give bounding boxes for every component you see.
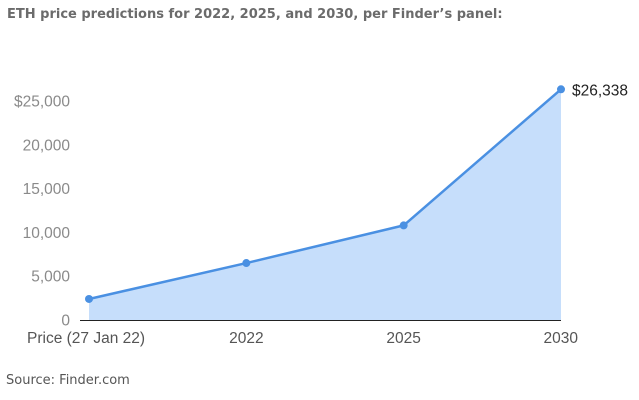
x-category-label: 2025 — [386, 330, 420, 347]
page-title: ETH price predictions for 2022, 2025, an… — [7, 7, 503, 22]
chart-points-group — [85, 85, 565, 303]
y-tick-label: 15,000 — [23, 181, 71, 198]
y-axis-ticks: 0 5,000 10,000 15,000 20,000 $25,000 — [14, 94, 70, 330]
series-area — [89, 89, 561, 321]
y-tick-label: 0 — [61, 313, 70, 330]
chart-area-group — [89, 89, 561, 321]
source-note: Source: Finder.com — [6, 373, 130, 388]
y-tick-label: $25,000 — [14, 94, 70, 111]
x-axis-categories: Price (27 Jan 22) 2022 2025 2030 — [27, 330, 578, 347]
series-line — [88, 88, 562, 301]
data-point-2 — [399, 221, 408, 230]
x-category-label: 2022 — [229, 330, 263, 347]
x-category-label: Price (27 Jan 22) — [27, 330, 145, 347]
y-tick-label: 20,000 — [23, 137, 71, 154]
y-tick-label: 10,000 — [23, 225, 71, 242]
x-category-label: 2030 — [544, 330, 579, 347]
chart-line-group — [88, 88, 562, 301]
y-tick-label: 5,000 — [31, 269, 70, 286]
data-label-value: $26,338 — [572, 82, 628, 99]
data-point-3 — [557, 85, 565, 94]
data-point-0 — [85, 294, 93, 303]
data-point-1 — [242, 259, 251, 268]
data-labels: $26,338 — [572, 82, 628, 99]
